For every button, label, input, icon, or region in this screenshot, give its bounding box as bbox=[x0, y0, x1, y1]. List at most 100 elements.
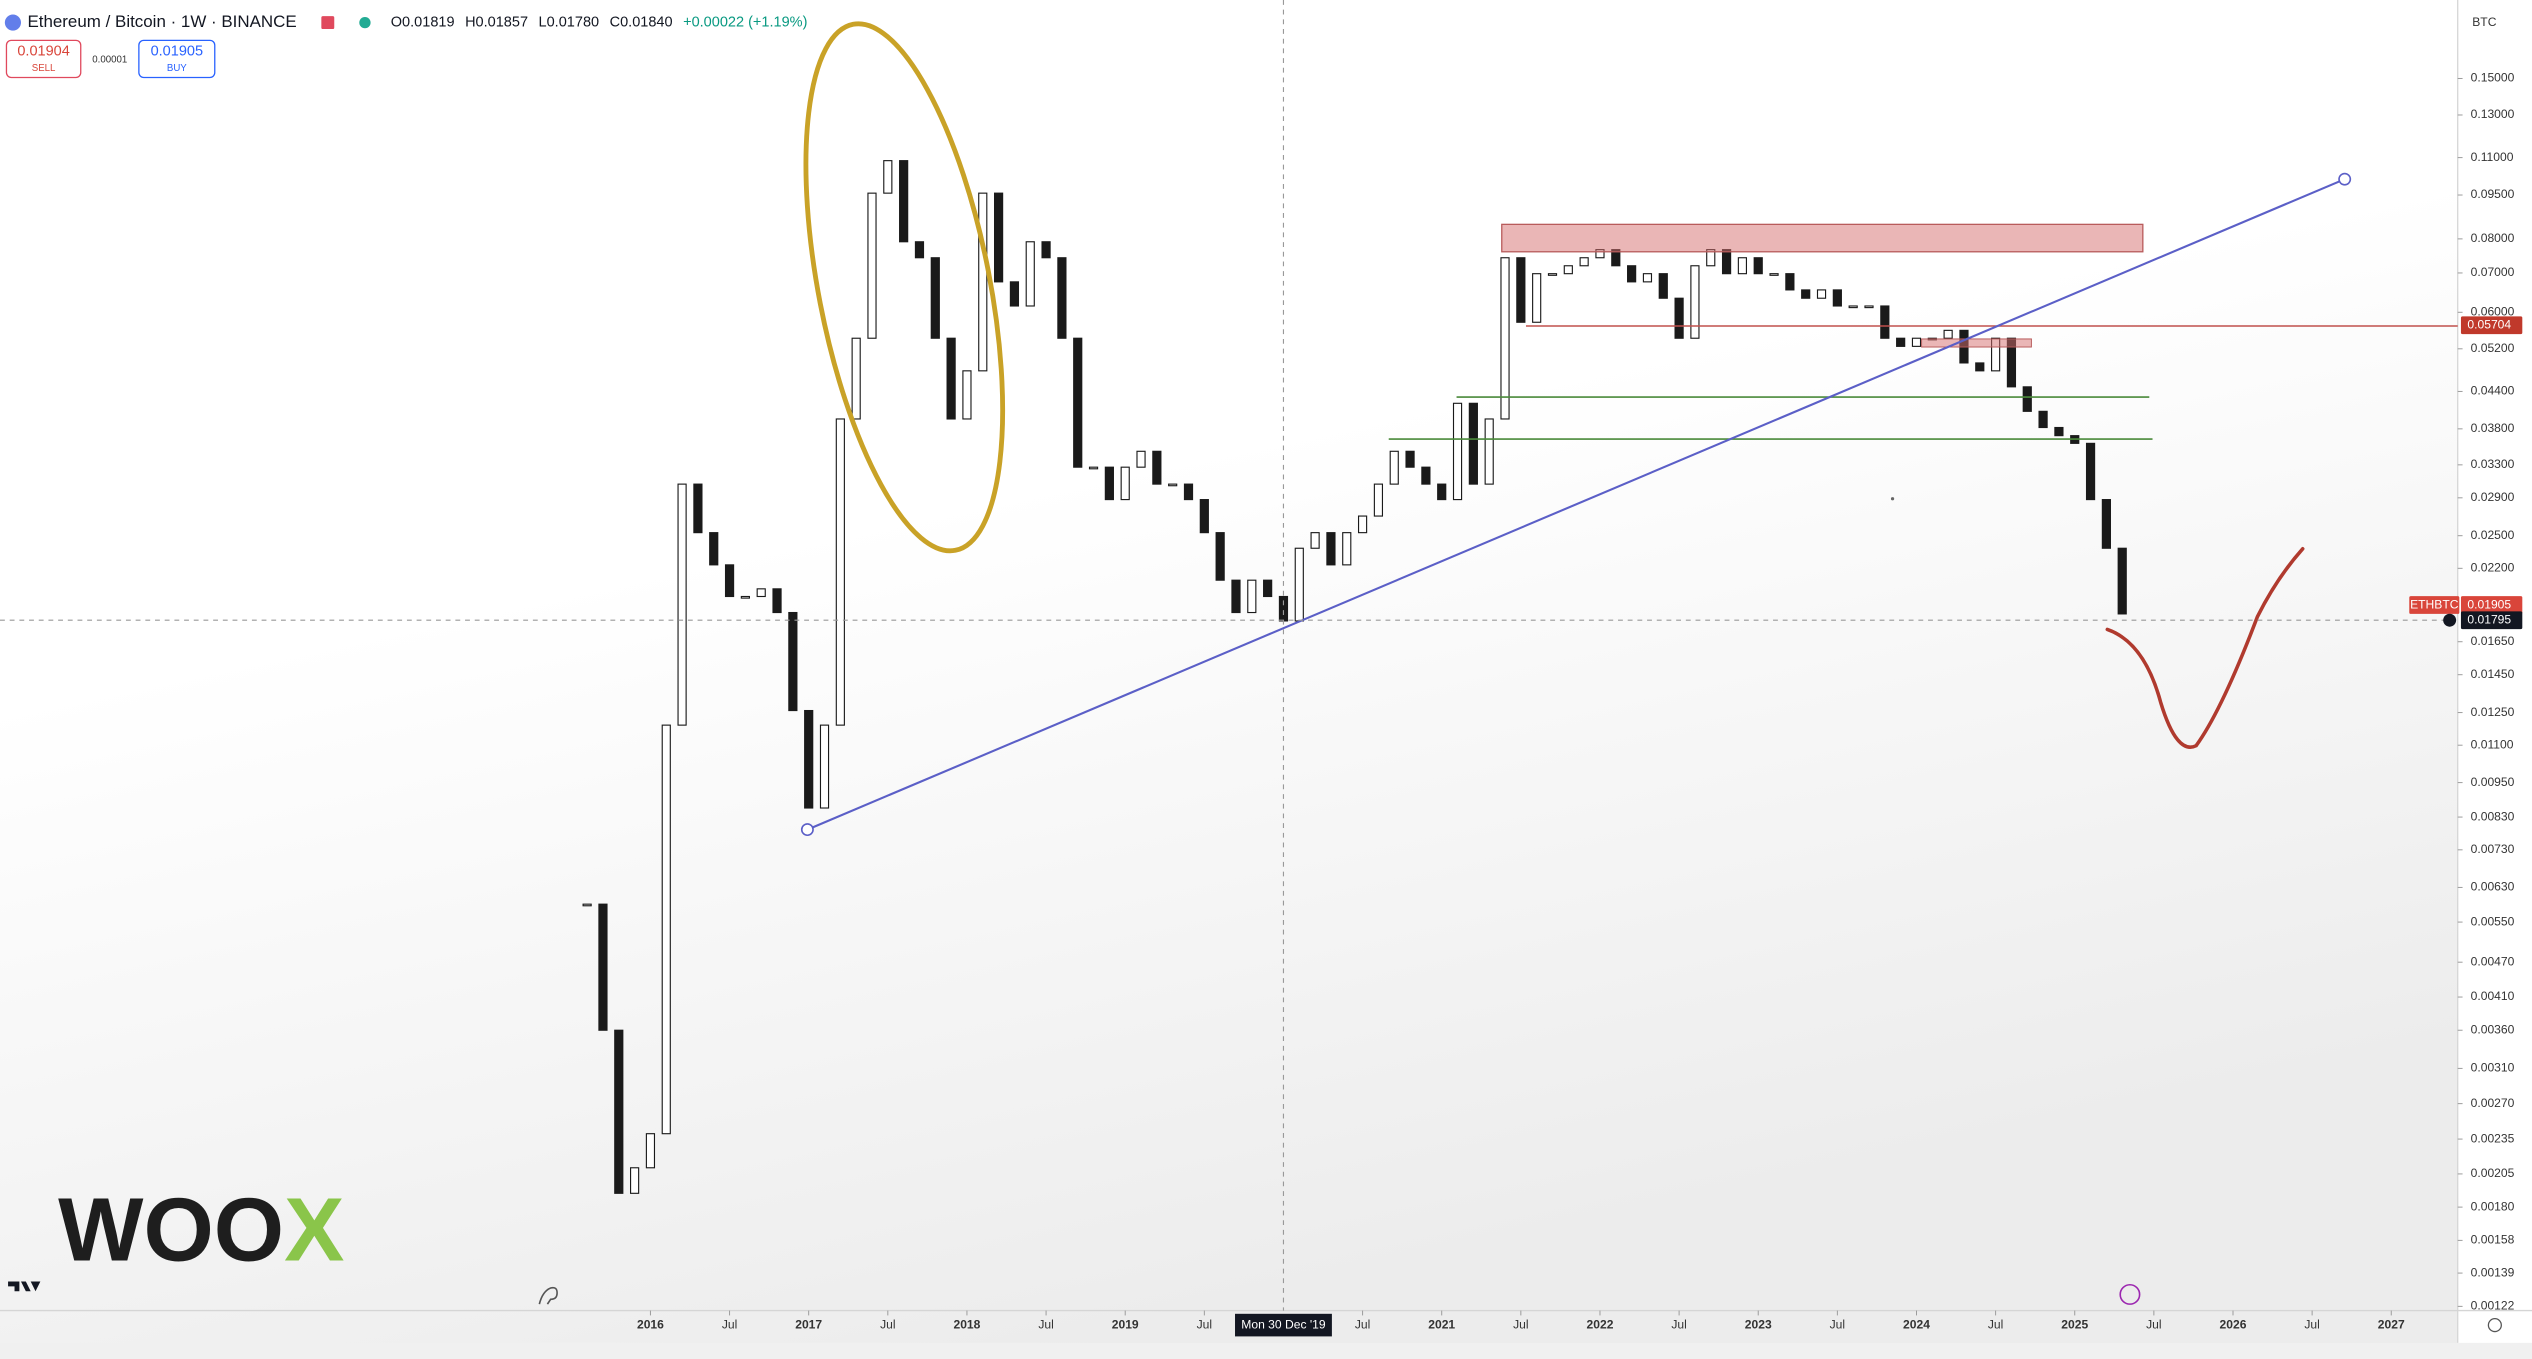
buy-price[interactable]: 0.01905 bbox=[151, 43, 203, 59]
y-tick-label: 0.03300 bbox=[2471, 457, 2515, 471]
candle bbox=[2054, 426, 2064, 437]
watermark-accent: X bbox=[284, 1179, 344, 1280]
flag-icon[interactable] bbox=[321, 16, 335, 30]
candle bbox=[1310, 532, 1320, 549]
candle bbox=[819, 724, 830, 809]
sell-button[interactable] bbox=[5, 39, 82, 79]
candle bbox=[962, 370, 972, 420]
candle bbox=[1721, 249, 1732, 275]
candle bbox=[930, 257, 940, 339]
candle bbox=[1452, 402, 1463, 501]
candle bbox=[1136, 450, 1146, 468]
y-tick-label: 0.08000 bbox=[2471, 231, 2515, 245]
candle bbox=[1247, 579, 1257, 614]
candle bbox=[1263, 579, 1273, 598]
candle bbox=[614, 1029, 624, 1194]
candle bbox=[598, 903, 608, 1031]
x-tick-label: 2019 bbox=[1112, 1317, 1139, 1331]
candle bbox=[1073, 337, 1083, 468]
eth-icon bbox=[4, 14, 21, 31]
candle bbox=[693, 483, 703, 534]
buy-button[interactable] bbox=[138, 39, 216, 79]
candle bbox=[1231, 579, 1241, 614]
candle bbox=[1785, 273, 1795, 291]
candle bbox=[709, 532, 719, 566]
y-tick-label: 0.00550 bbox=[2471, 914, 2515, 928]
crosshair-add[interactable] bbox=[2443, 613, 2457, 627]
candle bbox=[993, 192, 1004, 283]
y-tick-label: 0.11000 bbox=[2471, 150, 2514, 164]
spread: 0.00001 bbox=[92, 54, 127, 65]
x-tick-label: 2021 bbox=[1428, 1317, 1455, 1331]
buy-label[interactable]: BUY bbox=[167, 63, 187, 74]
projection-sketch bbox=[2105, 546, 2305, 749]
candle bbox=[1737, 257, 1748, 275]
sell-label[interactable]: SELL bbox=[32, 63, 56, 74]
y-tick-label: 0.00830 bbox=[2471, 809, 2515, 823]
candle bbox=[1532, 273, 1542, 323]
trend-handle[interactable] bbox=[2338, 172, 2352, 186]
candle bbox=[645, 1133, 656, 1169]
candle bbox=[1326, 532, 1336, 566]
y-tick-label: 0.00410 bbox=[2471, 989, 2515, 1003]
candle bbox=[1547, 273, 1558, 276]
candle bbox=[1421, 466, 1431, 485]
open: O0.01819 bbox=[391, 14, 455, 30]
y-tick-label: 0.00122 bbox=[2471, 1299, 2515, 1313]
candle bbox=[1690, 265, 1700, 339]
x-tick-label: 2025 bbox=[2061, 1317, 2088, 1331]
candle bbox=[1674, 297, 1684, 339]
symbol: Ethereum / Bitcoin · 1W · BINANCE bbox=[27, 12, 296, 31]
candle bbox=[899, 160, 909, 243]
candle bbox=[1468, 402, 1478, 485]
sell-price[interactable]: 0.01904 bbox=[17, 43, 69, 59]
candle bbox=[724, 564, 735, 598]
candle bbox=[1199, 499, 1209, 534]
candle bbox=[1342, 532, 1352, 566]
dot bbox=[1890, 497, 1895, 501]
candle bbox=[1627, 265, 1637, 283]
candle bbox=[1943, 329, 1953, 339]
candle bbox=[1658, 273, 1668, 299]
crosshair-y-label: 0.01795 bbox=[2467, 612, 2511, 626]
candle bbox=[1152, 450, 1162, 485]
candle bbox=[1357, 515, 1368, 534]
dino-icon[interactable] bbox=[538, 1286, 558, 1305]
small-zone bbox=[1921, 338, 2032, 348]
crosshair: Mon 30 Dec '19 bbox=[0, 0, 2458, 1337]
y-tick-label: 0.01650 bbox=[2471, 634, 2515, 648]
currency: BTC bbox=[2472, 15, 2496, 29]
candle bbox=[1278, 595, 1289, 622]
candle bbox=[2101, 499, 2111, 549]
lightning-icon[interactable] bbox=[2119, 1283, 2141, 1305]
crosshair-x-tag bbox=[1235, 1313, 1332, 1337]
y-tick-label: 0.07000 bbox=[2471, 265, 2515, 279]
y-tick-label: 0.00158 bbox=[2471, 1233, 2515, 1247]
candle bbox=[1405, 450, 1415, 468]
x-tick-label: Jul bbox=[1830, 1317, 1845, 1331]
x-tick-label: 2026 bbox=[2220, 1317, 2247, 1331]
candle bbox=[1579, 257, 1589, 267]
x-tick-label: Jul bbox=[1038, 1317, 1053, 1331]
y-tick-label: 0.00235 bbox=[2471, 1131, 2515, 1145]
price-axis-panel bbox=[2457, 0, 2532, 1359]
change: +0.00022 (+1.19%) bbox=[683, 14, 807, 30]
y-tick-label: 0.00270 bbox=[2471, 1096, 2515, 1110]
price-tag bbox=[2460, 316, 2523, 335]
candle bbox=[1864, 305, 1874, 309]
candle bbox=[1516, 257, 1526, 323]
candle bbox=[1215, 532, 1225, 581]
y-tick-label: 0.04400 bbox=[2471, 384, 2515, 398]
candle bbox=[630, 1167, 640, 1194]
settings-icon[interactable] bbox=[2487, 1318, 2502, 1333]
y-tick-label: 0.00139 bbox=[2471, 1265, 2515, 1279]
candle bbox=[1120, 466, 1130, 501]
x-tick-label: Jul bbox=[1513, 1317, 1528, 1331]
bottom-bar bbox=[0, 1342, 2532, 1359]
trend-line bbox=[806, 178, 2346, 831]
symbol-tag bbox=[2409, 596, 2460, 614]
trend-handle[interactable] bbox=[800, 823, 814, 837]
candle bbox=[2022, 386, 2032, 412]
candle bbox=[1437, 483, 1447, 501]
y-tick-label: 0.05200 bbox=[2471, 341, 2515, 355]
